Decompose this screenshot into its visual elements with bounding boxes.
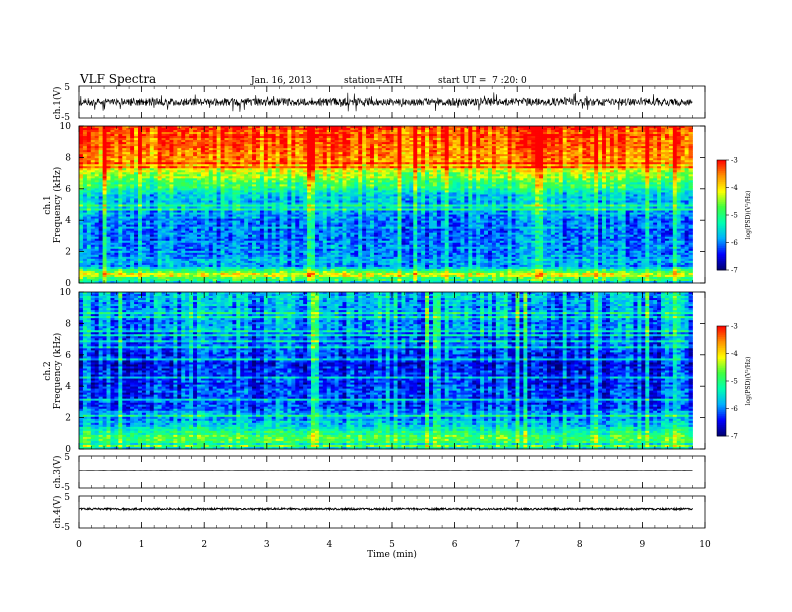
ch1-ylabel: ch.1(V) — [52, 87, 63, 120]
ch1-waveform-panel: 5 -5 ch.1(V) — [52, 83, 705, 123]
vlf-figure: VLF Spectra Jan. 16, 2013 station=ATH st… — [0, 0, 792, 612]
date-label: Jan. 16, 2013 — [250, 76, 312, 86]
figure-title: VLF Spectra — [79, 72, 156, 86]
start-ut-label: start UT = 7 :20: 0 — [438, 76, 527, 86]
ch1-ytick-top: 5 — [64, 83, 70, 93]
ch1-waveform-line — [79, 92, 693, 112]
ch1-spectrogram-image — [79, 126, 693, 283]
station-label: station=ATH — [344, 76, 403, 86]
